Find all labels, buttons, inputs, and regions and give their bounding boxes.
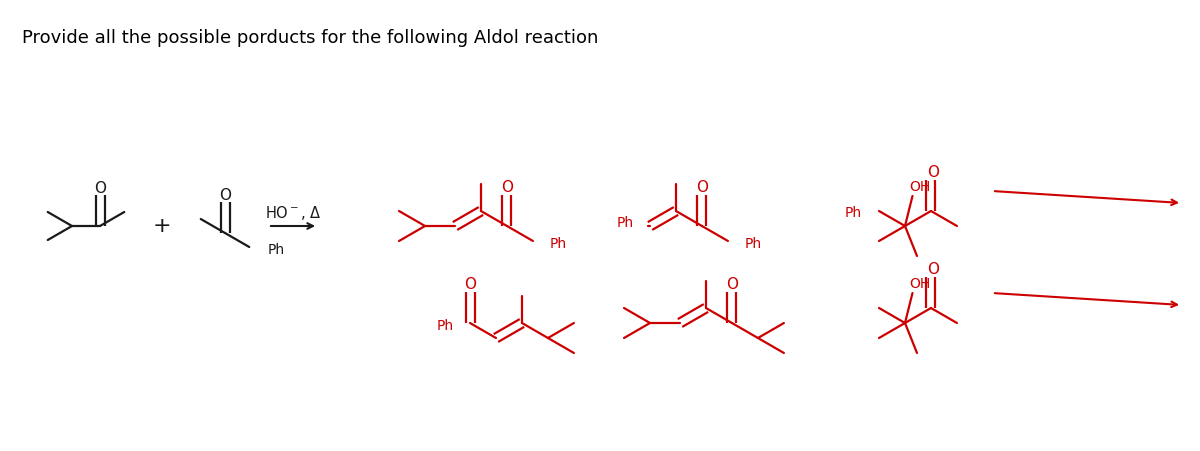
Text: Ph: Ph <box>745 237 762 251</box>
Text: O: O <box>500 180 512 195</box>
Text: Ph: Ph <box>437 319 454 333</box>
Text: O: O <box>220 188 230 202</box>
Text: OH: OH <box>910 180 931 194</box>
Text: O: O <box>696 180 708 195</box>
Text: O: O <box>726 277 738 292</box>
Text: +: + <box>152 216 172 236</box>
Text: Ph: Ph <box>845 206 862 220</box>
Text: O: O <box>94 181 106 196</box>
Text: O: O <box>926 165 938 180</box>
Text: Ph: Ph <box>268 243 284 257</box>
Text: Provide all the possible porducts for the following Aldol reaction: Provide all the possible porducts for th… <box>22 29 599 47</box>
Text: O: O <box>464 277 476 292</box>
Text: O: O <box>926 262 938 277</box>
Text: HO$^-$, $\Delta$: HO$^-$, $\Delta$ <box>264 204 322 222</box>
Text: Ph: Ph <box>617 216 634 230</box>
Text: Ph: Ph <box>550 237 568 251</box>
Text: OH: OH <box>910 277 931 291</box>
